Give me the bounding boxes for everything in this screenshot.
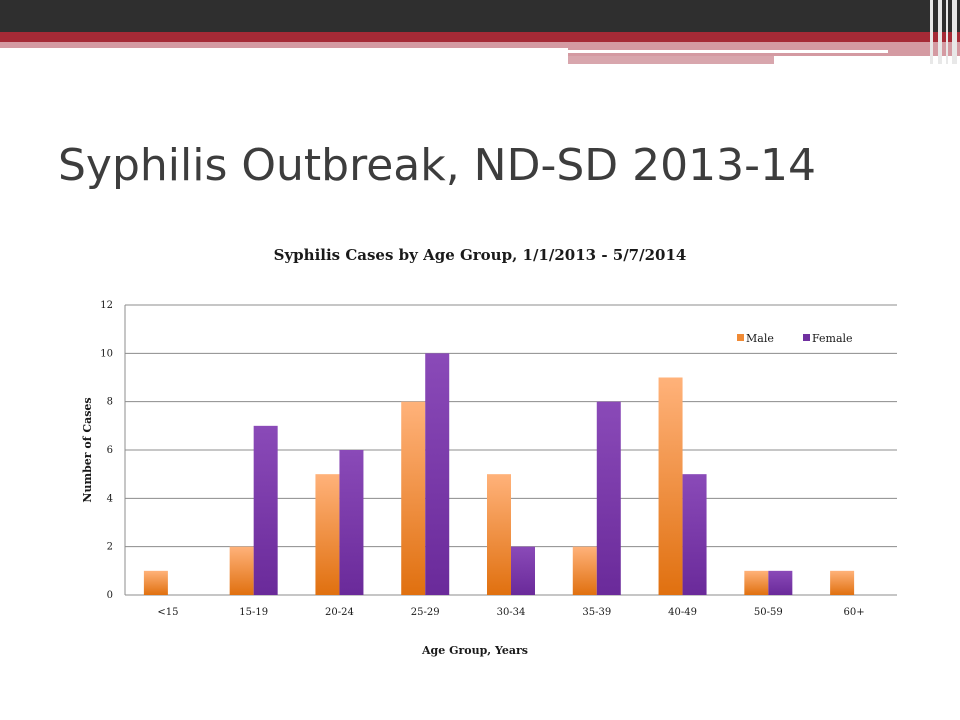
- x-tick-label: 20-24: [325, 607, 354, 618]
- x-tick-label: 15-19: [239, 607, 268, 618]
- legend-swatch-male: [737, 334, 744, 341]
- legend-label-female: Female: [812, 332, 853, 345]
- x-tick-label: 40-49: [668, 607, 697, 618]
- bar-male: [744, 570, 769, 595]
- header-red-band: [0, 32, 960, 42]
- x-tick-label: 35-39: [582, 607, 611, 618]
- bar-female: [768, 570, 793, 595]
- bar-female: [339, 450, 364, 595]
- bar-male: [315, 474, 340, 595]
- x-tick-label: 25-29: [411, 607, 440, 618]
- legend-swatch-female: [803, 334, 810, 341]
- chart-title: Syphilis Cases by Age Group, 1/1/2013 - …: [273, 246, 687, 264]
- header-accent-line: [946, 0, 948, 64]
- x-tick-label: 30-34: [497, 607, 526, 618]
- y-axis-title: Number of Cases: [81, 397, 94, 502]
- header-dark-bar: [0, 0, 960, 32]
- y-tick-label: 4: [107, 493, 113, 504]
- bar-female: [253, 425, 278, 595]
- bar-male: [487, 474, 511, 595]
- bar-male: [143, 570, 168, 595]
- bar-male: [572, 546, 597, 595]
- header-accent-line: [952, 0, 957, 64]
- bar-male: [830, 570, 855, 595]
- bar-female: [511, 546, 535, 595]
- y-tick-label: 0: [107, 590, 113, 601]
- header-pink-step-lower: [568, 56, 774, 64]
- legend-label-male: Male: [746, 332, 774, 345]
- y-tick-label: 8: [107, 397, 113, 408]
- y-tick-label: 2: [107, 542, 113, 553]
- bars: [143, 353, 855, 595]
- header-white-line: [568, 50, 888, 53]
- y-tick-label: 6: [107, 445, 113, 456]
- header-accent-line: [938, 0, 942, 64]
- bar-female: [682, 474, 707, 595]
- bar-male: [401, 401, 426, 595]
- x-axis-title: Age Group, Years: [421, 644, 528, 657]
- legend: Male Female: [737, 332, 853, 345]
- y-tick-label: 10: [100, 348, 113, 359]
- slide-title: Syphilis Outbreak, ND-SD 2013-14: [58, 140, 816, 191]
- bar-female: [596, 401, 621, 595]
- x-tick-label: 60+: [844, 607, 865, 618]
- bar-male: [658, 377, 683, 595]
- bar-male: [229, 546, 254, 595]
- header-accent-line: [930, 0, 933, 64]
- bar-female: [425, 353, 450, 595]
- x-tick-label: <15: [157, 607, 178, 618]
- x-tick-label: 50-59: [754, 607, 783, 618]
- y-tick-label: 12: [100, 300, 113, 311]
- axes: 0 2 4 6 8 10 12 <15 15-19 20-24 25-29 30-34 35-39 40-…: [100, 300, 864, 618]
- header-pink-band: [0, 42, 960, 48]
